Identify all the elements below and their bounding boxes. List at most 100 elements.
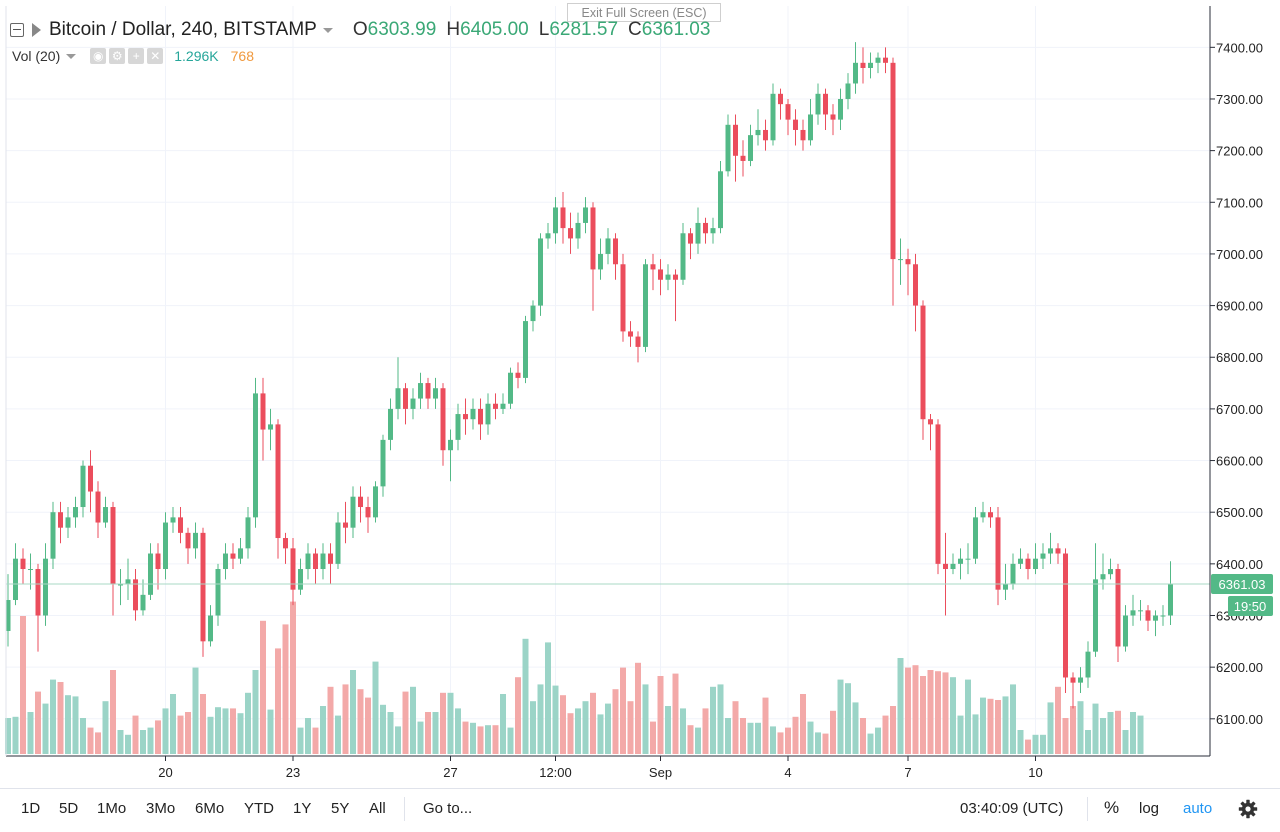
candle-body (530, 305, 536, 322)
price-chart[interactable]: 6100.006200.006300.006400.006500.006600.… (0, 0, 1280, 788)
candle (973, 507, 978, 564)
candle (980, 501, 986, 523)
volume-bar (875, 727, 881, 754)
candle-body (320, 553, 326, 570)
percent-scale-button[interactable]: % (1104, 798, 1120, 817)
range-3mo-button[interactable]: 3Mo (146, 800, 176, 817)
candle (320, 543, 326, 580)
candle (800, 119, 806, 151)
close-icon[interactable]: ✕ (147, 48, 164, 64)
candle (838, 88, 843, 130)
candle-body (1055, 548, 1061, 554)
goto-button[interactable]: Go to... (423, 800, 473, 817)
range-1d-button[interactable]: 1D (21, 800, 41, 817)
candle-body (725, 124, 731, 172)
candle (110, 501, 116, 616)
candle-body (80, 465, 86, 508)
volume-bar (42, 703, 49, 754)
time-axis[interactable]: 20 23 27 12:00 Sep 4 7 10 (158, 756, 1043, 780)
candle-body (898, 259, 903, 261)
high-label: H (446, 19, 461, 40)
range-ytd-button[interactable]: YTD (244, 800, 274, 817)
candle-body (875, 57, 881, 63)
candle (1055, 543, 1061, 564)
volume-bar (530, 701, 536, 754)
volume-bar (87, 727, 94, 754)
symbol-title[interactable]: Bitcoin / Dollar, 240, BITSTAMP (49, 19, 317, 40)
chevron-down-icon[interactable] (66, 53, 77, 59)
utc-time[interactable]: 03:40:09 (UTC) (960, 800, 1064, 817)
candle-body (635, 336, 641, 347)
candle (35, 563, 41, 652)
volume-bar (12, 716, 19, 754)
time-tick-label: 20 (158, 765, 172, 780)
auto-scale-button[interactable]: auto (1183, 800, 1213, 817)
candle-body (275, 424, 281, 539)
candle-body (358, 496, 363, 508)
candle-body (1093, 579, 1098, 652)
candle (373, 481, 378, 523)
candle-body (193, 532, 198, 549)
candle (673, 269, 678, 322)
volume-bar (20, 616, 26, 754)
volume-bar (207, 716, 214, 754)
candle (845, 73, 851, 110)
bottom-toolbar: 1D 5D 1Mo 3Mo 6Mo YTD 1Y 5Y All Go to...… (0, 788, 1280, 829)
volume-bar (492, 725, 499, 754)
plus-icon[interactable]: + (128, 48, 145, 64)
candle (1138, 600, 1143, 621)
volume-bar (320, 706, 326, 754)
price-axis[interactable]: 6100.006200.006300.006400.006500.006600.… (1210, 40, 1263, 727)
candle (920, 300, 926, 440)
flag-icon[interactable] (32, 23, 41, 37)
candle (20, 548, 26, 585)
candle-body (583, 207, 588, 223)
candle (1085, 641, 1091, 688)
collapse-icon[interactable] (10, 23, 24, 37)
volume-label[interactable]: Vol (20) (12, 48, 61, 64)
candle-body (560, 207, 566, 229)
candle (5, 574, 11, 647)
toolbar-divider (1087, 797, 1088, 821)
candle-body (853, 62, 858, 84)
candle (778, 88, 783, 120)
range-all-button[interactable]: All (369, 800, 386, 817)
settings-gear-icon[interactable] (1238, 799, 1258, 819)
volume-bar (1130, 712, 1136, 754)
candle (80, 460, 86, 518)
volume-bar (942, 672, 949, 754)
range-6mo-button[interactable]: 6Mo (195, 800, 225, 817)
candle (455, 403, 461, 451)
candle-body (658, 269, 663, 280)
gear-icon[interactable]: ⚙ (109, 48, 126, 64)
candle (785, 98, 791, 136)
chevron-down-icon[interactable] (322, 27, 333, 33)
volume-bar (57, 682, 64, 754)
candle (178, 507, 183, 544)
close-value: 6361.03 (641, 19, 711, 40)
candle-body (703, 222, 708, 234)
range-5d-button[interactable]: 5D (59, 800, 79, 817)
candle (748, 124, 753, 167)
candle (163, 512, 168, 580)
candle-body (178, 517, 183, 533)
candle-body (1063, 553, 1068, 678)
volume-bar (1122, 730, 1129, 754)
candle (755, 109, 761, 146)
candle (680, 222, 686, 285)
candle-body (140, 594, 146, 611)
volume-bar (230, 708, 236, 754)
range-1mo-button[interactable]: 1Mo (97, 800, 127, 817)
log-scale-button[interactable]: log (1139, 800, 1160, 817)
volume-bar (35, 691, 41, 754)
volume-bar (200, 694, 206, 754)
eye-icon[interactable]: ◉ (90, 48, 107, 64)
candle-body (238, 548, 243, 559)
range-5y-button[interactable]: 5Y (331, 800, 350, 817)
candle (793, 109, 798, 146)
range-1y-button[interactable]: 1Y (293, 800, 312, 817)
candle-body (523, 321, 528, 378)
time-tick-label: 4 (784, 765, 791, 780)
volume-bar (260, 620, 266, 754)
candle (328, 543, 333, 585)
